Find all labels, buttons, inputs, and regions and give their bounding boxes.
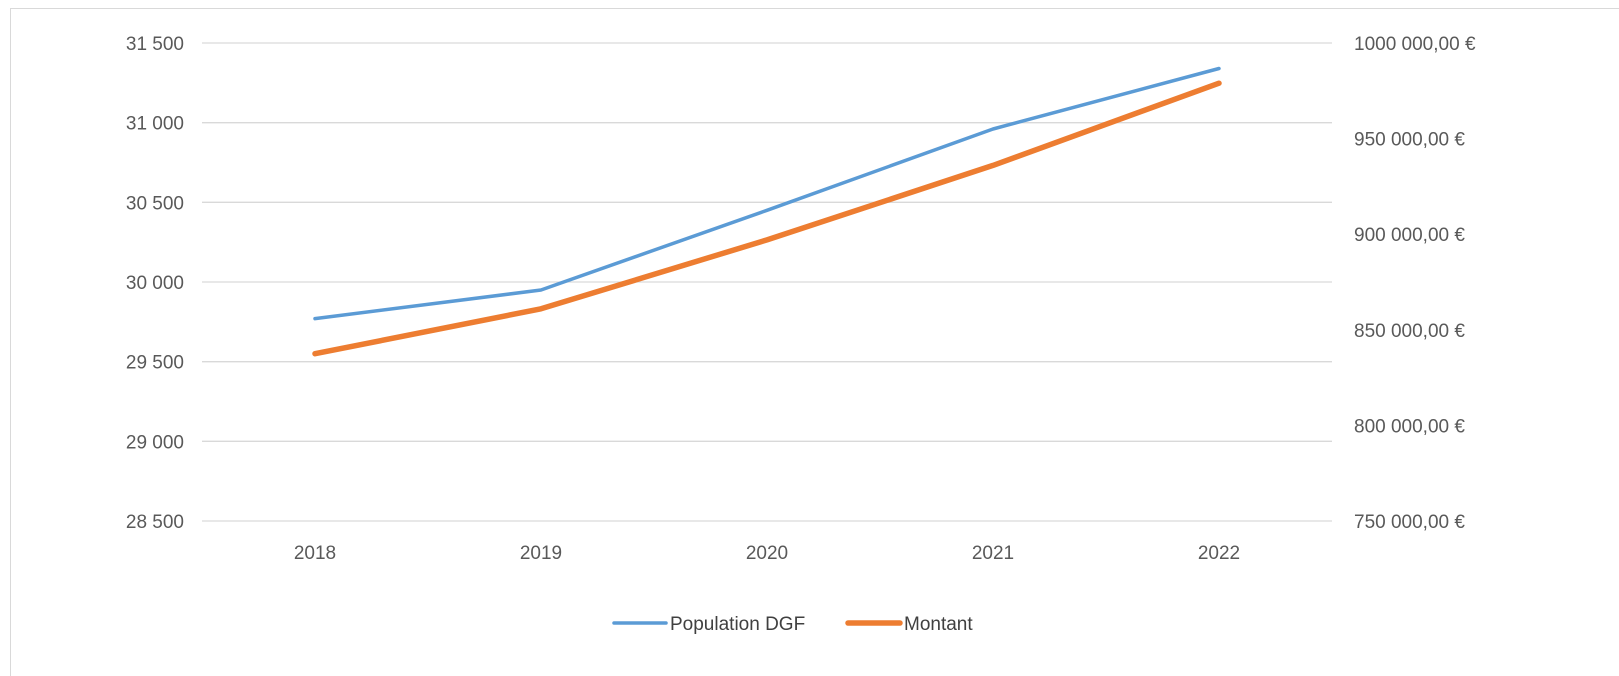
y-right-tick-label: 1000 000,00 €: [1354, 34, 1476, 55]
legend-label: Montant: [904, 614, 973, 635]
legend-label: Population DGF: [670, 614, 805, 635]
series-line-montant: [312, 80, 1222, 357]
y-left-tick-label: 29 000: [126, 432, 184, 453]
y-left-tick-label: 29 500: [126, 353, 184, 374]
chart-frame: [10, 8, 1619, 676]
series-line-population-dgf: [313, 66, 1221, 321]
y-left-tick-label: 30 000: [126, 273, 184, 294]
x-tick-label: 2019: [520, 543, 562, 564]
y-right-tick-label: 750 000,00 €: [1354, 512, 1465, 533]
x-tick-label: 2022: [1198, 543, 1240, 564]
y-left-tick-label: 31 500: [126, 34, 184, 55]
y-left-tick-label: 31 000: [126, 114, 184, 135]
y-left-tick-label: 28 500: [126, 512, 184, 533]
y-right-tick-label: 950 000,00 €: [1354, 130, 1465, 151]
x-tick-label: 2020: [746, 543, 788, 564]
x-tick-label: 2021: [972, 543, 1014, 564]
y-right-tick-label: 900 000,00 €: [1354, 225, 1465, 246]
y-right-tick-label: 850 000,00 €: [1354, 321, 1465, 342]
y-left-tick-label: 30 500: [126, 193, 184, 214]
x-tick-label: 2018: [294, 543, 336, 564]
y-right-tick-label: 800 000,00 €: [1354, 416, 1465, 437]
